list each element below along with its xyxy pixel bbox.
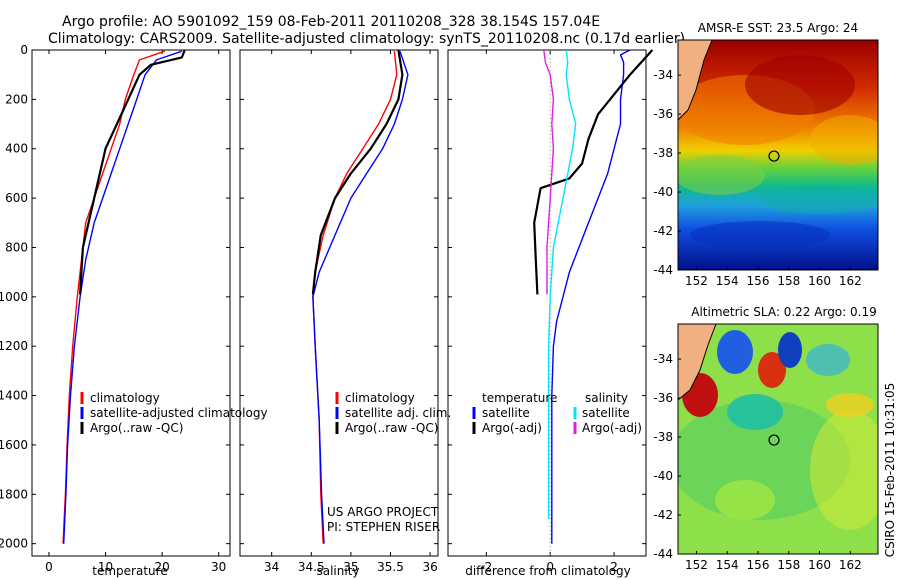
- y-tick-label: 400: [5, 142, 28, 156]
- y-tick-label: 1400: [0, 389, 28, 403]
- side-timestamp: CSIRO 15-Feb-2011 10:31:05: [883, 383, 897, 558]
- series-line-argo-raw-qc-: [311, 49, 404, 295]
- legend-label-satellite: satellite adj. clim.: [345, 406, 451, 420]
- map-y-tick-label: -34: [653, 68, 673, 82]
- map-x-tick-label: 158: [777, 274, 800, 288]
- credit-pi: PI: STEPHEN RISER: [327, 520, 440, 534]
- map-x-tick-label: 154: [716, 274, 739, 288]
- sst-map-axes: 152 154 156 158 160 162 -34 -36 -38 -40 -42 -44: [653, 68, 861, 288]
- map-x-tick-label: 152: [685, 274, 708, 288]
- temperature-axis-label: temperature: [92, 564, 167, 578]
- map-x-tick-label: 154: [716, 558, 739, 572]
- legend-label-climatology: climatology: [90, 391, 160, 405]
- temperature-panel-frame: [31, 49, 231, 557]
- legend-label-argo: Argo(..raw -QC): [345, 421, 438, 435]
- temperature-panel: 0 10 20 30 0 200 400 600 800 1000 1200 1400 1600 1800…: [0, 43, 230, 574]
- y-tick-label: 1000: [0, 290, 28, 304]
- series-line-argo-raw-qc-: [79, 49, 186, 295]
- temperature-legend: climatology satellite-adjusted climatolo…: [80, 391, 268, 435]
- x-tick-label: 0: [45, 560, 53, 574]
- series-line-temperature-satellite: [551, 49, 631, 544]
- sst-map-title: AMSR-E SST: 23.5 Argo: 24: [698, 21, 858, 35]
- series-line-salinity-satellite: [547, 49, 577, 519]
- map-y-tick-label: -44: [653, 547, 673, 561]
- coastline-land: [678, 324, 716, 400]
- x-tick-label: 35: [343, 560, 358, 574]
- difference-legend: temperature salinity satellite Argo(-adj…: [472, 391, 642, 435]
- x-tick-label: 30: [211, 560, 226, 574]
- x-tick-label: 36: [422, 560, 437, 574]
- x-tick-label: 34: [264, 560, 279, 574]
- map-x-tick-label: 160: [808, 558, 831, 572]
- map-x-tick-label: 152: [685, 558, 708, 572]
- argo-float-marker: [768, 434, 780, 446]
- map-x-tick-label: 156: [747, 558, 770, 572]
- series-line-temperature-argo-adj-: [533, 49, 654, 295]
- argo-float-marker: [768, 150, 780, 162]
- series-line-satellite-adj-clim-: [312, 50, 409, 544]
- map-x-tick-label: 156: [747, 274, 770, 288]
- map-x-tick-label: 162: [839, 558, 862, 572]
- map-y-tick-label: -38: [653, 430, 673, 444]
- y-tick-label: 0: [20, 43, 28, 57]
- y-tick-label: 600: [5, 191, 28, 205]
- sst-map-frame: [677, 39, 879, 271]
- map-y-tick-label: -38: [653, 146, 673, 160]
- map-y-tick-label: -42: [653, 224, 673, 238]
- difference-axis-label: difference from climatology: [465, 564, 631, 578]
- map-y-tick-label: -36: [653, 391, 673, 405]
- x-tick-label: 0: [546, 560, 554, 574]
- salinity-panel-frame: [239, 49, 439, 557]
- sla-map-title: Altimetric SLA: 0.22 Argo: 0.19: [691, 305, 876, 319]
- y-tick-label: 800: [5, 240, 28, 254]
- map-y-tick-label: -34: [653, 352, 673, 366]
- legend-label-temp-satellite: satellite: [482, 406, 530, 420]
- map-y-tick-label: -40: [653, 185, 673, 199]
- series-line-salinity-argo-adj-: [543, 49, 555, 295]
- map-x-tick-label: 160: [808, 274, 831, 288]
- y-tick-label: 1800: [0, 487, 28, 501]
- sla-map-axes: 152 154 156 158 160 162 -34 -36 -38 -40 -42 -44: [653, 352, 861, 572]
- x-tick-label: 20: [154, 560, 169, 574]
- map-x-tick-label: 158: [777, 558, 800, 572]
- x-tick-label: -2: [480, 560, 492, 574]
- legend-label-climatology: climatology: [345, 391, 415, 405]
- header-line-2: Climatology: CARS2009. Satellite-adjuste…: [48, 31, 685, 47]
- series-line-climatology: [62, 50, 166, 544]
- series-line-climatology: [312, 51, 398, 544]
- legend-label-argo: Argo(..raw -QC): [90, 421, 183, 435]
- map-y-tick-label: -36: [653, 107, 673, 121]
- x-tick-label: 2: [610, 560, 618, 574]
- sla-map-image: [678, 324, 878, 554]
- y-tick-label: 1200: [0, 339, 28, 353]
- credit-project: US ARGO PROJECT: [327, 505, 439, 519]
- series-line-satellite-adjusted-climatology: [63, 50, 183, 544]
- legend-label-sal-argo: Argo(-adj): [582, 421, 642, 435]
- x-tick-label: 34.5: [298, 560, 325, 574]
- salinity-panel: 34 34.5 35 35.5 36: [240, 49, 438, 574]
- legend-label-satellite: satellite-adjusted climatology: [90, 406, 268, 420]
- legend-label-temp-argo: Argo(-adj): [482, 421, 542, 435]
- map-y-tick-label: -44: [653, 263, 673, 277]
- y-tick-label: 200: [5, 92, 28, 106]
- legend-header-salinity: salinity: [585, 391, 628, 405]
- difference-panel: -2 0 2: [448, 49, 654, 574]
- salinity-legend: climatology satellite adj. clim. Argo(..…: [327, 391, 451, 534]
- legend-label-sal-satellite: satellite: [582, 406, 630, 420]
- sst-map-image: [678, 40, 878, 270]
- x-tick-label: 35.5: [377, 560, 404, 574]
- header-line-1: Argo profile: AO 5901092_159 08-Feb-2011…: [62, 14, 600, 30]
- salinity-axis-label: salinity: [316, 564, 359, 578]
- map-y-tick-label: -42: [653, 508, 673, 522]
- map-x-tick-label: 162: [839, 274, 862, 288]
- map-y-tick-label: -40: [653, 469, 673, 483]
- difference-panel-frame: [447, 49, 647, 557]
- y-tick-label: 1600: [0, 438, 28, 452]
- y-tick-label: 2000: [0, 537, 28, 551]
- sla-map-frame: [677, 323, 879, 555]
- x-tick-label: 10: [98, 560, 113, 574]
- legend-header-temperature: temperature: [482, 391, 557, 405]
